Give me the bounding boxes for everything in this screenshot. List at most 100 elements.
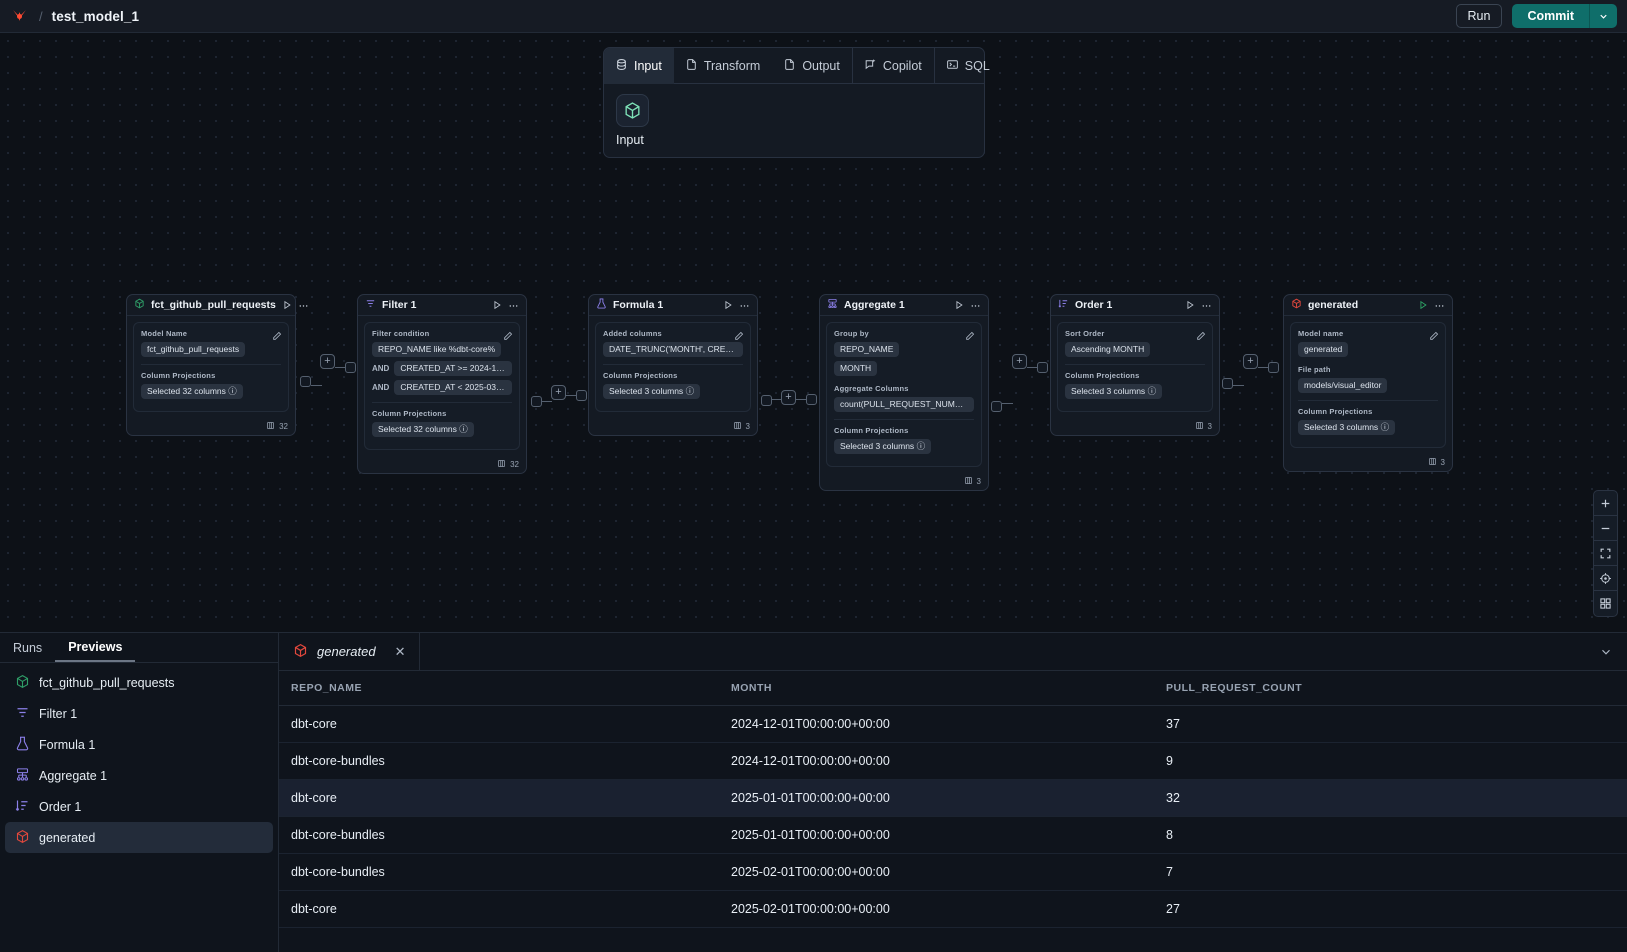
- value-pill[interactable]: fct_github_pull_requests: [141, 342, 246, 358]
- value-pill[interactable]: DATE_TRUNC('MONTH', CREATED_AT...: [603, 342, 743, 358]
- info-icon[interactable]: ⓘ: [1380, 422, 1390, 433]
- value-pill[interactable]: count(PULL_REQUEST_NUMBER) as ...: [834, 397, 974, 413]
- tab-runs[interactable]: Runs: [13, 640, 43, 655]
- run-button[interactable]: Run: [1455, 4, 1503, 28]
- value-pill[interactable]: models/visual_editor: [1298, 378, 1388, 394]
- list-item[interactable]: Aggregate 1: [5, 760, 273, 791]
- table-row[interactable]: dbt-core 2025-02-01T00:00:00+00:00 27: [279, 890, 1627, 928]
- edit-pencil-icon[interactable]: [1196, 328, 1206, 346]
- lock-target-icon[interactable]: [1594, 566, 1617, 591]
- flow-node-formula[interactable]: Formula 1 Added columns DATE_TRUNC('MONT…: [588, 294, 758, 437]
- zoom-in-icon[interactable]: [1594, 491, 1617, 516]
- info-icon[interactable]: ⓘ: [685, 386, 695, 397]
- value-pill[interactable]: Selected 32 columns ⓘ: [141, 384, 243, 400]
- edit-pencil-icon[interactable]: [965, 328, 975, 346]
- node-more-icon[interactable]: [1434, 300, 1445, 311]
- tab-sql[interactable]: SQL: [933, 48, 1002, 84]
- column-header-pull-request-count[interactable]: PULL_REQUEST_COUNT: [1154, 671, 1627, 706]
- flow-node-source[interactable]: fct_github_pull_requests Model Name fct_…: [126, 294, 308, 437]
- value-pill[interactable]: Selected 32 columns ⓘ: [372, 422, 474, 438]
- chevron-down-icon[interactable]: [1589, 4, 1617, 28]
- value-pill[interactable]: Selected 3 columns ⓘ: [834, 439, 932, 455]
- column-header-repo-name[interactable]: REPO_NAME: [279, 671, 719, 706]
- pill-row: DATE_TRUNC('MONTH', CREATED_AT...: [603, 342, 743, 358]
- run-node-icon[interactable]: [282, 300, 292, 310]
- add-node-button[interactable]: +: [1012, 354, 1027, 369]
- grid-toggle-icon[interactable]: [1594, 591, 1617, 616]
- tab-previews[interactable]: Previews: [55, 633, 136, 662]
- list-item[interactable]: Formula 1: [5, 729, 273, 760]
- table-row[interactable]: dbt-core 2024-12-01T00:00:00+00:00 37: [279, 705, 1627, 743]
- list-item[interactable]: Filter 1: [5, 698, 273, 729]
- run-node-icon[interactable]: [1185, 300, 1195, 310]
- list-item[interactable]: Order 1: [5, 791, 273, 822]
- add-node-button[interactable]: +: [1243, 354, 1258, 369]
- value-pill[interactable]: CREATED_AT < 2025-03-01: [394, 380, 512, 396]
- node-input-handle[interactable]: [345, 362, 356, 373]
- tab-copilot[interactable]: Copilot: [851, 48, 934, 84]
- add-node-button[interactable]: +: [551, 385, 566, 400]
- value-pill[interactable]: REPO_NAME: [834, 342, 900, 358]
- tab-transform[interactable]: Transform: [674, 48, 773, 84]
- table-row[interactable]: dbt-core 2025-01-01T00:00:00+00:00 32: [279, 779, 1627, 817]
- node-more-icon[interactable]: [298, 300, 309, 311]
- tab-output[interactable]: Output: [772, 48, 852, 84]
- flow-node-order[interactable]: Order 1 Sort Order Ascending MONTH: [1050, 294, 1220, 437]
- value-pill[interactable]: Selected 3 columns ⓘ: [603, 384, 701, 400]
- add-node-button[interactable]: +: [781, 390, 796, 405]
- add-node-button[interactable]: +: [320, 354, 335, 369]
- run-node-icon[interactable]: [492, 300, 502, 310]
- result-tab-generated[interactable]: generated ✕: [279, 633, 421, 670]
- node-output-handle[interactable]: [991, 401, 1002, 412]
- flow-node-generated[interactable]: generated Model name generated File pa: [1283, 294, 1453, 473]
- node-more-icon[interactable]: [1201, 300, 1212, 311]
- edit-pencil-icon[interactable]: [734, 328, 744, 346]
- edit-pencil-icon[interactable]: [1429, 328, 1439, 346]
- commit-button[interactable]: Commit: [1512, 4, 1589, 28]
- dbt-logo-icon[interactable]: [9, 6, 29, 26]
- node-more-icon[interactable]: [508, 300, 519, 311]
- value-pill[interactable]: Selected 3 columns ⓘ: [1065, 384, 1163, 400]
- flow-canvas[interactable]: Input Transform Output Copilot: [0, 33, 1627, 632]
- run-node-icon[interactable]: [723, 300, 733, 310]
- value-pill[interactable]: CREATED_AT >= 2024-12-01: [394, 361, 512, 377]
- column-header-month[interactable]: MONTH: [719, 671, 1154, 706]
- value-pill[interactable]: Ascending MONTH: [1065, 342, 1151, 358]
- value-pill[interactable]: generated: [1298, 342, 1349, 358]
- node-input-handle[interactable]: [1268, 362, 1279, 373]
- chevron-down-icon[interactable]: [1585, 633, 1627, 670]
- table-row[interactable]: dbt-core-bundles 2025-01-01T00:00:00+00:…: [279, 816, 1627, 854]
- run-node-icon[interactable]: [954, 300, 964, 310]
- table-row[interactable]: dbt-core-bundles 2024-12-01T00:00:00+00:…: [279, 742, 1627, 780]
- edge-connector: [335, 367, 346, 369]
- node-output-handle[interactable]: [300, 376, 311, 387]
- flow-node-filter[interactable]: Filter 1 Filter condition REPO_NAME like…: [357, 294, 527, 475]
- node-output-handle[interactable]: [1222, 378, 1233, 389]
- edit-pencil-icon[interactable]: [503, 328, 513, 346]
- run-node-icon[interactable]: [1418, 300, 1428, 310]
- list-item[interactable]: fct_github_pull_requests: [5, 667, 273, 698]
- close-icon[interactable]: ✕: [394, 643, 406, 659]
- zoom-out-icon[interactable]: [1594, 516, 1617, 541]
- info-icon[interactable]: ⓘ: [916, 441, 926, 452]
- info-icon[interactable]: ⓘ: [228, 386, 237, 397]
- node-input-handle[interactable]: [1037, 362, 1048, 373]
- value-pill[interactable]: Selected 3 columns ⓘ: [1298, 420, 1396, 436]
- node-output-handle[interactable]: [761, 395, 772, 406]
- palette-item-input[interactable]: Input: [616, 94, 674, 147]
- info-icon[interactable]: ⓘ: [1147, 386, 1157, 397]
- flow-node-aggregate[interactable]: Aggregate 1 Group by REPO_NAME: [819, 294, 989, 492]
- node-output-handle[interactable]: [531, 396, 542, 407]
- node-input-handle[interactable]: [576, 390, 587, 401]
- node-more-icon[interactable]: [739, 300, 750, 311]
- fit-view-icon[interactable]: [1594, 541, 1617, 566]
- node-input-handle[interactable]: [806, 394, 817, 405]
- edit-pencil-icon[interactable]: [272, 328, 282, 346]
- value-pill[interactable]: MONTH: [834, 361, 878, 377]
- info-icon[interactable]: ⓘ: [459, 424, 468, 435]
- table-row[interactable]: dbt-core-bundles 2025-02-01T00:00:00+00:…: [279, 853, 1627, 891]
- node-more-icon[interactable]: [970, 300, 981, 311]
- value-pill[interactable]: REPO_NAME like %dbt-core%: [372, 342, 502, 358]
- tab-input[interactable]: Input: [604, 48, 674, 84]
- list-item-generated[interactable]: generated: [5, 822, 273, 853]
